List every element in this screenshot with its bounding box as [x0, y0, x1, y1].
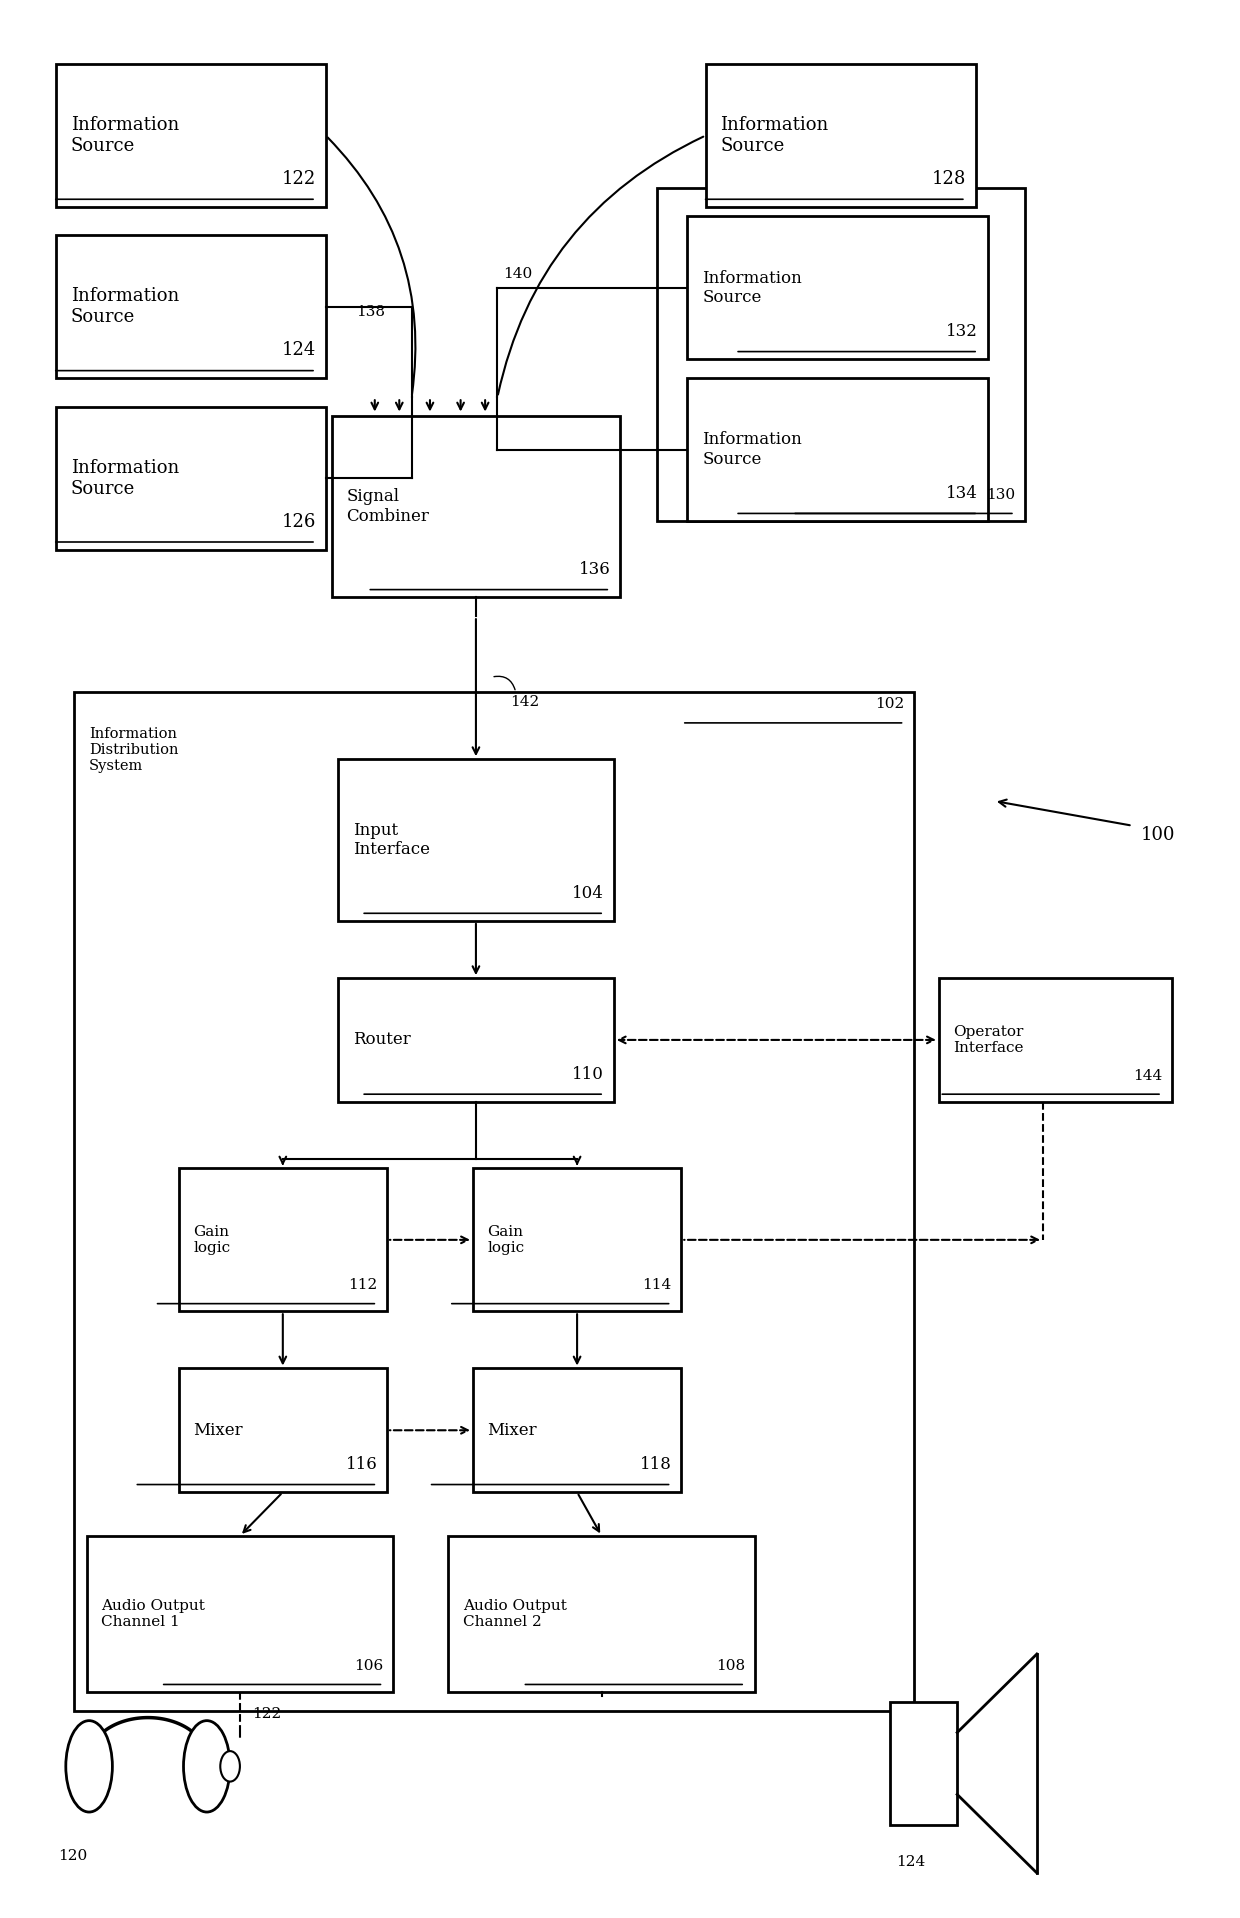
- Text: Information
Source: Information Source: [702, 270, 802, 307]
- Text: 128: 128: [931, 171, 966, 188]
- Text: 144: 144: [1132, 1068, 1162, 1084]
- Text: 104: 104: [572, 884, 604, 901]
- Text: Audio Output
Channel 1: Audio Output Channel 1: [102, 1600, 206, 1628]
- Ellipse shape: [66, 1720, 113, 1813]
- FancyBboxPatch shape: [939, 978, 1172, 1101]
- FancyBboxPatch shape: [890, 1701, 957, 1826]
- Ellipse shape: [184, 1720, 231, 1813]
- FancyBboxPatch shape: [472, 1368, 681, 1492]
- FancyBboxPatch shape: [179, 1368, 387, 1492]
- Text: 142: 142: [510, 694, 539, 710]
- Text: 114: 114: [642, 1277, 672, 1293]
- FancyBboxPatch shape: [56, 236, 326, 378]
- FancyBboxPatch shape: [56, 407, 326, 550]
- FancyBboxPatch shape: [706, 63, 976, 207]
- FancyBboxPatch shape: [339, 760, 614, 921]
- Text: 122: 122: [281, 171, 316, 188]
- Text: Signal
Combiner: Signal Combiner: [346, 489, 429, 526]
- Text: 132: 132: [946, 322, 978, 339]
- Text: 126: 126: [281, 512, 316, 531]
- Text: Mixer: Mixer: [193, 1421, 243, 1438]
- Text: 102: 102: [875, 698, 904, 712]
- Text: 140: 140: [503, 267, 533, 280]
- Circle shape: [221, 1751, 239, 1782]
- FancyBboxPatch shape: [339, 978, 614, 1101]
- Text: 138: 138: [356, 305, 386, 318]
- Text: 136: 136: [578, 562, 610, 577]
- Text: Information
Source: Information Source: [71, 117, 179, 155]
- Text: Mixer: Mixer: [487, 1421, 537, 1438]
- Text: Gain
logic: Gain logic: [193, 1226, 231, 1254]
- FancyBboxPatch shape: [472, 1168, 681, 1312]
- FancyBboxPatch shape: [687, 378, 988, 522]
- Text: Information
Source: Information Source: [71, 458, 179, 497]
- Text: Information
Source: Information Source: [720, 117, 828, 155]
- Text: Input
Interface: Input Interface: [352, 821, 430, 857]
- Text: 110: 110: [572, 1066, 604, 1084]
- Text: 112: 112: [348, 1277, 377, 1293]
- Text: 124: 124: [281, 341, 316, 359]
- Text: 122: 122: [252, 1707, 281, 1720]
- Text: Audio Output
Channel 2: Audio Output Channel 2: [463, 1600, 567, 1628]
- Text: Information
Distribution
System: Information Distribution System: [89, 727, 179, 773]
- FancyBboxPatch shape: [657, 188, 1024, 522]
- FancyBboxPatch shape: [87, 1536, 393, 1692]
- Text: Router: Router: [352, 1032, 410, 1049]
- FancyBboxPatch shape: [332, 416, 620, 596]
- FancyBboxPatch shape: [179, 1168, 387, 1312]
- Text: Gain
logic: Gain logic: [487, 1226, 525, 1254]
- Text: Information
Source: Information Source: [702, 432, 802, 468]
- Text: 108: 108: [715, 1659, 745, 1672]
- FancyBboxPatch shape: [449, 1536, 755, 1692]
- Text: 100: 100: [1141, 827, 1176, 844]
- FancyBboxPatch shape: [56, 63, 326, 207]
- Text: 106: 106: [355, 1659, 383, 1672]
- Text: 134: 134: [946, 485, 978, 503]
- Text: 118: 118: [640, 1456, 672, 1473]
- FancyBboxPatch shape: [687, 217, 988, 359]
- Text: 120: 120: [58, 1849, 88, 1864]
- Text: Operator
Interface: Operator Interface: [954, 1024, 1024, 1055]
- Text: Information
Source: Information Source: [71, 288, 179, 326]
- Text: 124: 124: [895, 1855, 925, 1870]
- FancyBboxPatch shape: [74, 692, 914, 1711]
- Text: 130: 130: [986, 487, 1014, 503]
- Text: 116: 116: [346, 1456, 377, 1473]
